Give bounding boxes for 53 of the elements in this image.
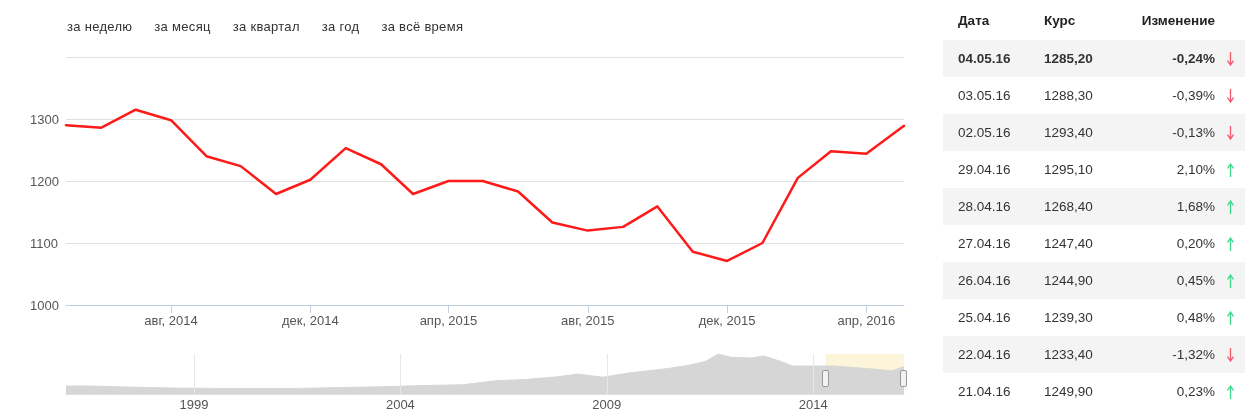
text: 2,10%: [1175, 162, 1215, 177]
x-tick-label: 2004: [385, 397, 415, 412]
text: 0,45%: [1175, 273, 1215, 288]
text: 1247,40: [1044, 236, 1094, 251]
x-tick-label: апр, 2016: [837, 313, 896, 328]
text: 1233,40: [1044, 347, 1094, 362]
text: за неделю: [67, 19, 133, 34]
text: 03.05.16: [957, 88, 1012, 103]
x-tick-label: авг, 2014: [144, 313, 198, 328]
text: 1,68%: [1175, 199, 1215, 214]
text: за месяц: [154, 19, 211, 34]
y-tick-label: 1300: [30, 111, 59, 127]
x-tick-label: 2014: [798, 397, 828, 412]
text: за всё время: [381, 19, 464, 34]
text: 21.04.16: [957, 384, 1012, 399]
text: -0,13%: [1171, 125, 1215, 140]
text: 29.04.16: [957, 162, 1012, 177]
x-tick-label: дек, 2014: [281, 313, 339, 328]
text: -0,39%: [1171, 88, 1215, 103]
y-tick-label: 1100: [30, 235, 58, 251]
text: Дата: [957, 12, 991, 28]
y-tick-label: 1000: [30, 297, 59, 313]
text: 0,48%: [1175, 310, 1215, 325]
text: 1295,10: [1044, 162, 1094, 177]
text: 1285,20: [1044, 51, 1094, 66]
text: 22.04.16: [957, 347, 1012, 362]
x-tick-label: апр, 2015: [419, 313, 478, 328]
y-tick-label: 1200: [30, 173, 59, 189]
text: 0,23%: [1175, 384, 1215, 399]
text: 0,20%: [1175, 236, 1215, 251]
text: Изменение: [1140, 12, 1215, 28]
text: 1293,40: [1044, 125, 1094, 140]
text: 25.04.16: [957, 310, 1012, 325]
text: Курс: [1044, 12, 1077, 28]
text: 1249,90: [1044, 384, 1094, 399]
text: 02.05.16: [957, 125, 1012, 140]
text: 26.04.16: [957, 273, 1012, 288]
text: 1244,90: [1044, 273, 1094, 288]
x-tick-label: 1999: [179, 397, 209, 412]
x-tick-label: авг, 2015: [561, 313, 615, 328]
text: 28.04.16: [957, 199, 1012, 214]
x-tick-label: дек, 2015: [698, 313, 756, 328]
text: 1268,40: [1044, 199, 1094, 214]
text: 04.05.16: [957, 51, 1012, 66]
text: -0,24%: [1171, 51, 1215, 66]
text: 1239,30: [1044, 310, 1094, 325]
text: 27.04.16: [957, 236, 1012, 251]
line-series: [64, 108, 906, 263]
text: за квартал: [232, 19, 300, 34]
text: за год: [321, 19, 360, 34]
text: 1288,30: [1044, 88, 1094, 103]
x-tick-label: 2009: [592, 397, 622, 412]
text: -1,32%: [1171, 347, 1215, 362]
